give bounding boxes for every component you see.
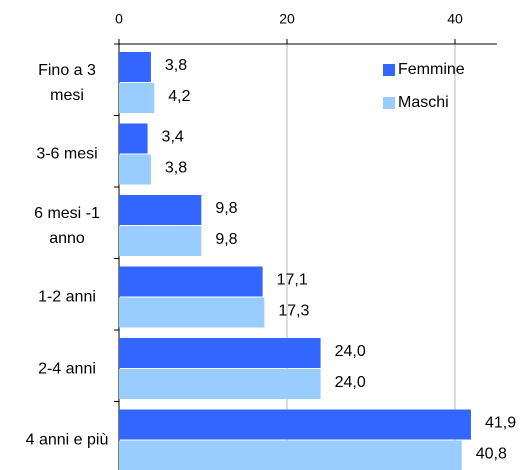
data-label: 3,8	[165, 160, 187, 177]
bar	[119, 154, 151, 185]
x-tick-label: 40	[447, 11, 463, 27]
bar	[119, 409, 471, 440]
bar	[119, 297, 265, 328]
data-label: 41,9	[485, 415, 516, 432]
data-label: 4,2	[168, 88, 190, 105]
bar	[119, 338, 321, 368]
y-tick-label: 2-4 anni	[38, 360, 96, 378]
data-label: 9,8	[215, 200, 237, 217]
bar	[119, 195, 202, 225]
legend-swatch	[383, 97, 395, 109]
data-label: 17,1	[277, 272, 308, 289]
data-label: 3,4	[162, 129, 184, 146]
bar	[119, 440, 462, 470]
legend-label: Femmine	[398, 61, 465, 78]
data-label: 40,8	[476, 446, 507, 463]
bar	[119, 52, 151, 82]
legend-label: Maschi	[398, 94, 449, 111]
x-tick-label: 0	[115, 11, 123, 27]
bar	[119, 83, 155, 113]
bar	[119, 369, 321, 399]
y-tick-label: 6 mesi -1 anno	[34, 204, 100, 247]
y-tick-label: 1-2 anni	[38, 288, 96, 306]
x-tick-label: 20	[279, 11, 295, 27]
data-label: 9,8	[215, 231, 237, 248]
y-tick-label: 3-6 mesi	[36, 145, 98, 163]
data-label: 17,3	[278, 303, 309, 320]
bar	[119, 266, 263, 297]
data-label: 24,0	[335, 343, 366, 360]
legend-swatch	[383, 64, 395, 76]
y-tick-label: Fino a 3 mesi	[38, 61, 96, 104]
y-tick-label: 4 anni e più	[25, 431, 109, 449]
bar	[119, 123, 148, 154]
data-label: 3,8	[165, 57, 187, 74]
data-label: 24,0	[335, 374, 366, 391]
bar	[119, 226, 202, 256]
